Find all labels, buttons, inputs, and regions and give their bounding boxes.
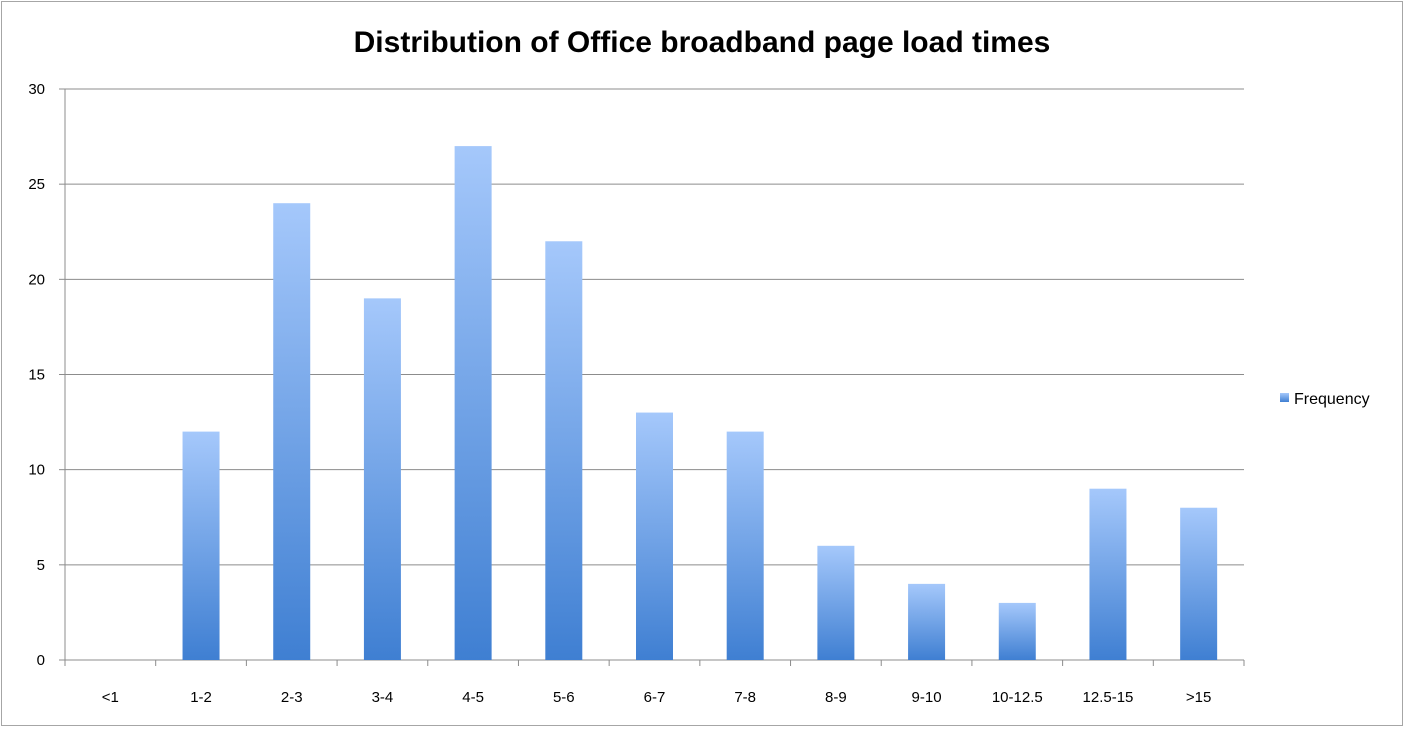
bar [1089,488,1127,660]
legend: Frequency [1280,391,1370,408]
bar [273,203,311,660]
x-tick-label: 2-3 [281,689,303,706]
x-tick-label: 10-12.5 [992,689,1043,706]
x-tick-label: >15 [1186,689,1211,706]
x-tick-label: 4-5 [462,689,484,706]
x-tick-label: 5-6 [553,689,575,706]
chart-title: Distribution of Office broadband page lo… [353,26,1051,59]
x-tick-label: 6-7 [644,689,666,706]
bar [998,602,1036,660]
bars [182,146,1218,661]
x-tick-label: 9-10 [912,689,942,706]
y-tick-label: 15 [28,367,45,384]
y-tick-label: 0 [37,652,45,669]
x-tick-label: 7-8 [734,689,756,706]
legend-swatch-frequency [1280,393,1289,402]
x-tick-label: 1-2 [190,689,212,706]
x-tick-label: 12.5-15 [1083,689,1134,706]
y-tick-label: 30 [28,81,45,98]
y-tick-label: 5 [37,557,45,574]
bar [726,431,764,660]
y-tick-label: 10 [28,462,45,479]
x-tick-label: 3-4 [372,689,394,706]
y-tick-label: 25 [28,176,45,193]
bar [908,583,946,660]
x-tick-label: 8-9 [825,689,847,706]
bar [1180,507,1218,660]
bar [363,298,401,660]
x-tick-label: <1 [102,689,119,706]
tick-labels: 0 5 10 15 20 25 30 <1 1-2 2-3 3-4 4-5 5-6 6-7 7-8 8-9 9-… [28,81,1211,706]
bar [182,431,220,660]
bar [545,241,583,660]
bar [636,412,673,660]
legend-label-frequency: Frequency [1294,391,1370,408]
bar [454,146,492,661]
bar [817,545,855,660]
y-tick-label: 20 [28,271,45,288]
